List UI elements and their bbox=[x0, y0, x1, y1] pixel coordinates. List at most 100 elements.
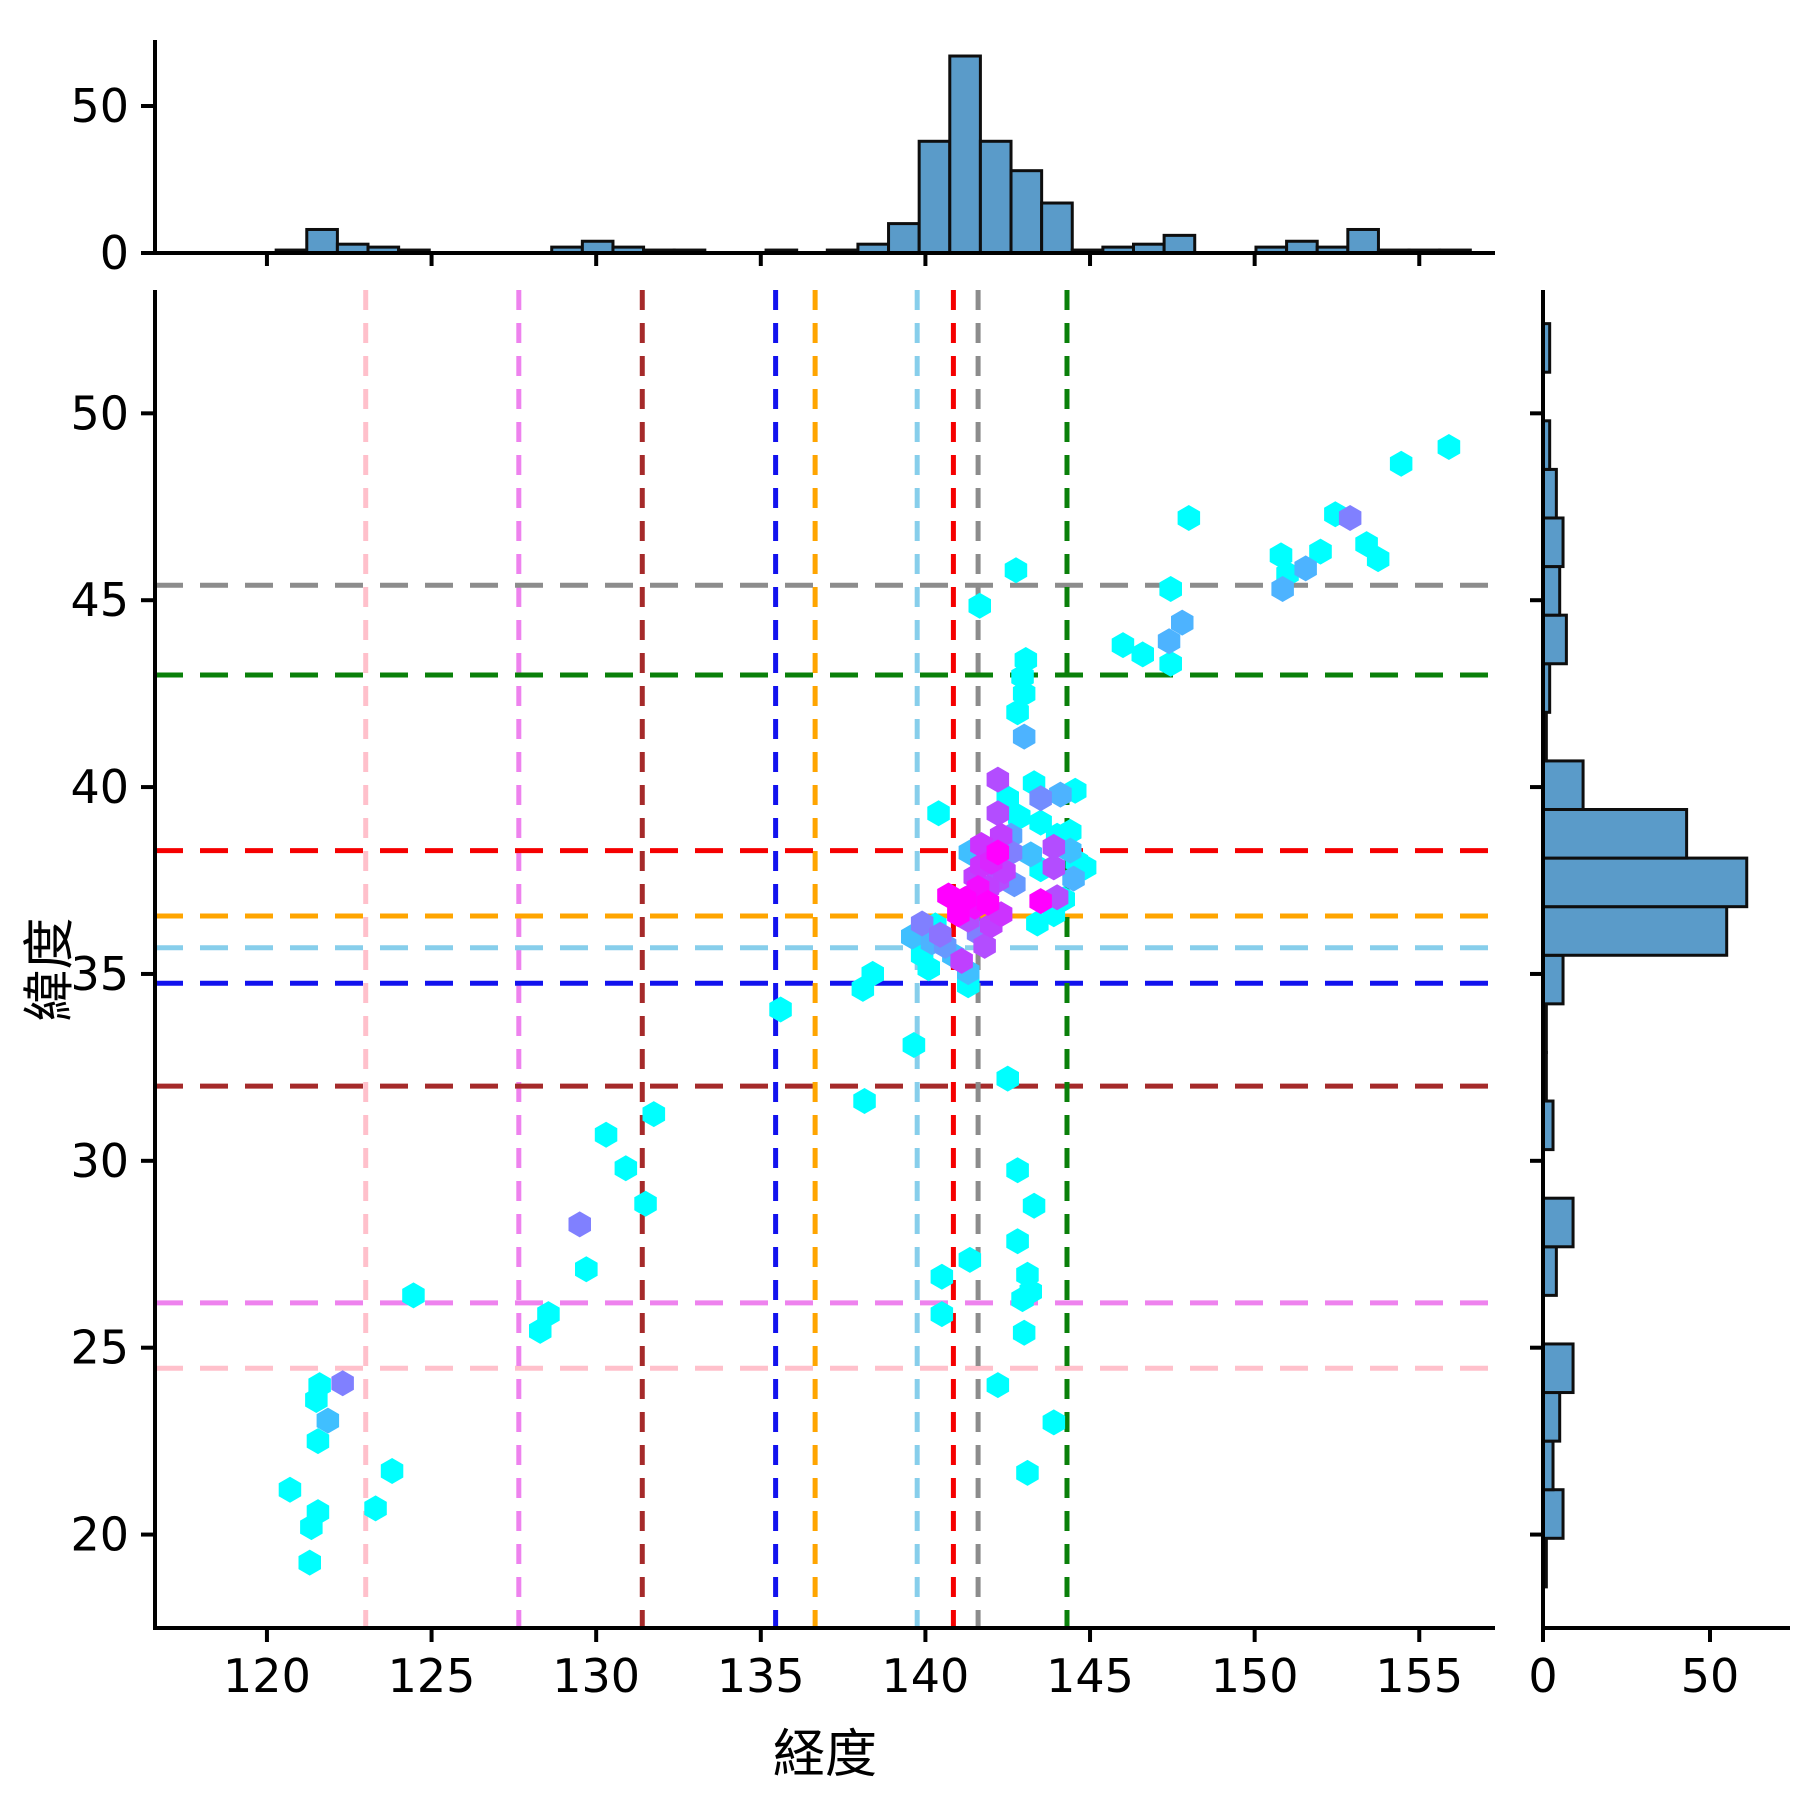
scatter-point bbox=[1309, 538, 1332, 565]
main-ytick-label: 25 bbox=[70, 1321, 129, 1375]
top-hist-bar bbox=[1346, 227, 1380, 255]
scatter-point bbox=[1177, 505, 1201, 531]
scatter-point bbox=[1019, 841, 1042, 868]
scatter-point bbox=[1059, 818, 1082, 845]
scatter-point bbox=[986, 1372, 1010, 1399]
scatter-point bbox=[1131, 641, 1154, 668]
scatter-point bbox=[1022, 1192, 1046, 1219]
main-xtick-label: 155 bbox=[1375, 1649, 1463, 1703]
right-hist-bar bbox=[1541, 516, 1565, 569]
scatter-point bbox=[930, 1263, 954, 1290]
main-ytick-label: 40 bbox=[70, 760, 129, 814]
scatter-point bbox=[1011, 1286, 1034, 1313]
scatter-point bbox=[1012, 723, 1036, 750]
right-hist-bar bbox=[1541, 1196, 1575, 1249]
scatter-point bbox=[1042, 1409, 1066, 1436]
scatter-point bbox=[853, 1088, 876, 1114]
top-hist-bar bbox=[1162, 233, 1197, 255]
scatter-point bbox=[1004, 557, 1028, 584]
scatter-point bbox=[634, 1190, 657, 1217]
scatter-point bbox=[278, 1476, 302, 1503]
scatter-point bbox=[402, 1282, 425, 1309]
scatter-point bbox=[1157, 628, 1181, 655]
scatter-point bbox=[986, 839, 1010, 866]
scatter-point bbox=[769, 996, 792, 1023]
scatter-point bbox=[968, 592, 991, 619]
y-axis-label: 緯度 bbox=[20, 917, 81, 1022]
scatter-point bbox=[986, 800, 1010, 827]
scatter-point bbox=[917, 955, 940, 982]
scatter-point bbox=[568, 1211, 591, 1238]
top-hist-bar bbox=[305, 227, 339, 255]
scatter-point bbox=[306, 1428, 330, 1455]
scatter-point bbox=[986, 766, 1010, 793]
scatter-point bbox=[861, 960, 884, 987]
main-ytick-label: 20 bbox=[70, 1508, 129, 1562]
main-ytick-label: 45 bbox=[70, 573, 129, 627]
top-hist-bar bbox=[978, 139, 1013, 255]
main-xtick-label: 140 bbox=[882, 1649, 970, 1703]
scatter-point bbox=[1171, 609, 1194, 636]
top-hist-bar bbox=[1009, 169, 1044, 255]
scatter-point bbox=[1294, 555, 1317, 582]
scatter-point bbox=[1111, 632, 1135, 659]
right-hist-bar bbox=[1541, 1245, 1558, 1297]
scatter-point bbox=[1271, 576, 1294, 602]
right-hist-bar bbox=[1541, 905, 1729, 957]
scatter-point bbox=[1029, 809, 1052, 836]
scatter-point bbox=[1006, 1228, 1029, 1255]
scatter-point bbox=[958, 1246, 982, 1273]
scatter-point bbox=[1437, 434, 1461, 460]
right-hist-bar bbox=[1541, 565, 1562, 617]
scatter-point bbox=[306, 1499, 330, 1526]
main-xtick-label: 130 bbox=[552, 1649, 640, 1703]
scatter-point bbox=[614, 1155, 638, 1182]
scatter-point bbox=[575, 1256, 598, 1283]
main-ytick-label: 30 bbox=[70, 1134, 129, 1188]
scatter-point bbox=[976, 889, 1000, 916]
scatter-point bbox=[1389, 450, 1413, 477]
top-hist-ytick-label: 0 bbox=[100, 226, 129, 280]
scatter-point bbox=[594, 1121, 618, 1148]
top-hist-ytick-label: 50 bbox=[70, 79, 129, 133]
scatter-point bbox=[1159, 576, 1182, 602]
scatter-point bbox=[910, 910, 934, 937]
scatter-point bbox=[380, 1458, 404, 1484]
scatter-point bbox=[537, 1301, 560, 1328]
scatter-point bbox=[364, 1495, 387, 1522]
scatter-point bbox=[1049, 781, 1072, 808]
scatter-point bbox=[929, 921, 952, 948]
scatter-point bbox=[1062, 865, 1085, 892]
scatter-point bbox=[1012, 1319, 1036, 1346]
scatter-point bbox=[1006, 1157, 1029, 1184]
scatter-point bbox=[331, 1370, 354, 1397]
scatter-point bbox=[902, 1032, 926, 1058]
right-hist-bar bbox=[1541, 613, 1568, 666]
main-ytick-label: 50 bbox=[70, 386, 129, 440]
main-xtick-label: 145 bbox=[1046, 1649, 1134, 1703]
scatter-point bbox=[1016, 1459, 1039, 1486]
main-ytick-label: 35 bbox=[70, 947, 129, 1001]
scatter-point bbox=[1008, 804, 1031, 830]
right-hist-bar bbox=[1541, 467, 1558, 520]
right-hist-bar bbox=[1541, 1391, 1562, 1443]
scatter-point bbox=[1042, 854, 1066, 881]
scatter-point bbox=[953, 886, 977, 913]
top-hist-bar bbox=[917, 139, 952, 255]
scatter-point bbox=[996, 1065, 1019, 1092]
scatter-point bbox=[1029, 785, 1052, 812]
scatter-point bbox=[316, 1407, 340, 1434]
scatter-point bbox=[973, 932, 996, 959]
scatter-point bbox=[1366, 546, 1390, 573]
top-hist-bar bbox=[948, 54, 982, 255]
scatter-point bbox=[642, 1101, 666, 1128]
scatter-point bbox=[1042, 833, 1066, 860]
scatter-point bbox=[1159, 650, 1182, 677]
scatter-point bbox=[298, 1549, 321, 1576]
right-hist-bar bbox=[1541, 759, 1585, 812]
scatter-point bbox=[930, 1301, 954, 1328]
top-hist-bar bbox=[1040, 201, 1074, 255]
scatter-point bbox=[308, 1372, 331, 1399]
right-hist-bar bbox=[1541, 953, 1565, 1006]
